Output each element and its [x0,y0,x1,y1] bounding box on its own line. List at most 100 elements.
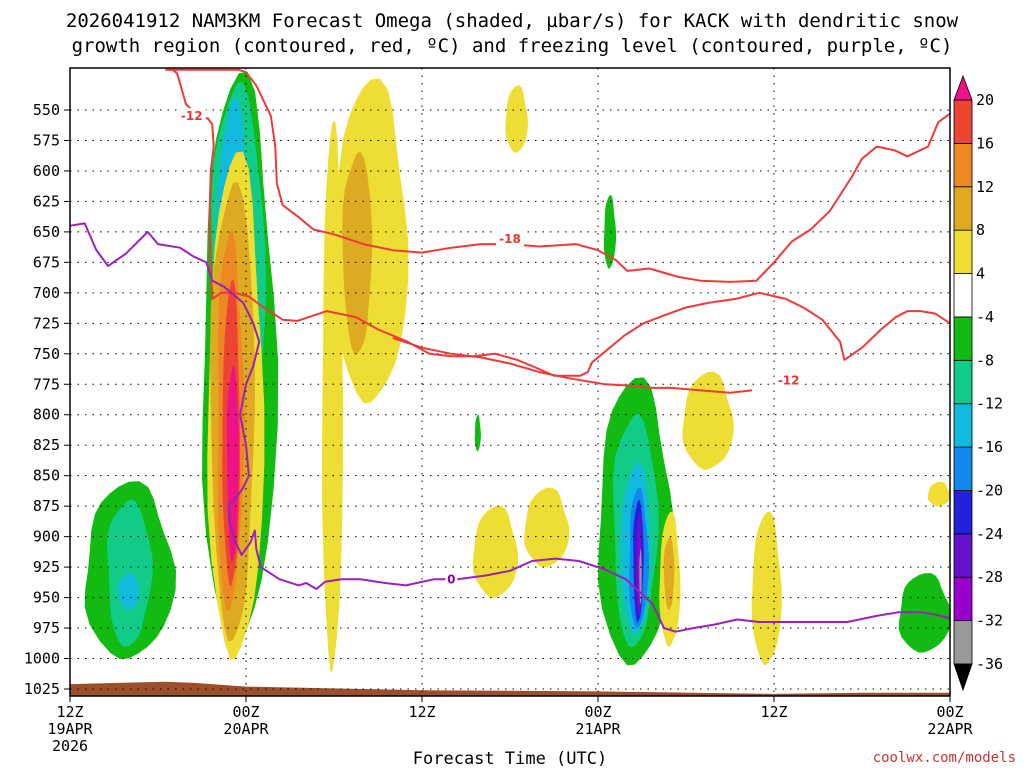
x-axis-label: Forecast Time (UTC) [413,749,607,768]
colorbar-label-4: 4 [976,265,985,283]
y-tick-label-850: 850 [33,467,60,485]
x-tick-label-5-0: 00Z [936,703,963,721]
y-tick-label-675: 675 [33,253,60,271]
omega-level-13-0 [751,511,782,665]
contour-label-1: -12 [778,374,800,388]
contour-label-bg-3 [445,571,458,587]
colorbar-bin-9 [953,273,973,318]
omega-feature-13 [751,511,782,665]
y-tick-label-1025: 1025 [24,680,60,698]
omega-feature-0 [84,481,176,659]
x-tick-label-2-0: 12Z [408,703,435,721]
colorbar-label-5: -4 [976,308,994,326]
contour-label-bg-1 [774,372,803,388]
colorbar-top-triangle [953,74,973,101]
colorbar-bin-5 [953,446,973,491]
colorbar-bin-2 [953,576,973,622]
y-tick-label-650: 650 [33,223,60,241]
omega-feature-4 [322,120,344,673]
colorbar-bin-3 [953,533,973,578]
colorbar-label-13: -36 [976,655,1003,673]
colorbar-label-2: 12 [976,178,994,196]
y-tick-label-875: 875 [33,497,60,515]
x-tick-label-1-1: 20APR [223,720,269,738]
x-tick-label-0-1: 19APR [47,720,93,738]
plot-frame [69,67,951,697]
x-tick-label-3-0: 00Z [584,703,611,721]
colorbar-bin-4 [953,490,973,535]
x-tick-label-4-0: 12Z [760,703,787,721]
omega-feature-12 [682,371,734,470]
y-tick-label-825: 825 [33,436,60,454]
x-tick-label-5-1: 22APR [927,720,973,738]
omega-feature-11 [659,511,681,647]
colorbar-label-6: -8 [976,351,994,369]
omega-level-12-0 [682,371,734,470]
colorbar-bin-1 [953,620,973,665]
grid [70,68,950,696]
omega-level-9-0 [603,195,616,269]
colorbar: 20 16 12 8 4 -4 -8 -12 -16 -20 -24 -28 -32 -36 [953,74,1003,692]
y-tick-label-750: 750 [33,345,60,363]
colorbar-bin-11 [953,186,973,231]
contour-labels: -12 -12 -18 0 [177,108,803,587]
colorbar-label-11: -28 [976,568,1003,586]
colorbar-bin-12 [953,142,973,188]
contour-line-2 [168,68,950,283]
omega-level-7-0 [505,85,528,153]
contour-label-bg-2 [496,231,524,247]
x-tick-label-0-2: 2026 [52,737,88,755]
omega-level-6-0 [524,487,570,568]
y-tick-label-800: 800 [33,406,60,424]
contour-line-0 [165,68,950,377]
credit-text: coolwx.com/models [873,750,1016,766]
y-tick-label-925: 925 [33,558,60,576]
colorbar-label-1: 16 [976,134,994,152]
x-tick-label-1-0: 00Z [232,703,259,721]
x-tick-label-0-0: 12Z [56,703,83,721]
y-tick-label-575: 575 [33,131,60,149]
omega-level-11-1 [663,536,675,610]
colorbar-bin-7 [953,359,973,405]
surface-terrain [70,681,950,696]
contour-label-bg-0 [177,108,206,124]
y-tick-label-950: 950 [33,589,60,607]
contour-line-1 [392,336,753,394]
y-tick-label-550: 550 [33,101,60,119]
y-axis: 550 575 600 625 650 675 700 725 750 775 800 825 850 8… [24,101,70,698]
colorbar-label-7: -12 [976,395,1003,413]
omega-level-0-2 [118,573,139,610]
colorbar-bin-13 [953,99,973,144]
y-tick-label-975: 975 [33,619,60,637]
omega-feature-15 [927,481,950,507]
colorbar-label-9: -20 [976,481,1003,499]
omega-feature-2 [207,151,265,660]
omega-feature-7 [505,85,528,153]
omega-shading [84,71,950,673]
y-tick-label-900: 900 [33,528,60,546]
omega-feature-6 [524,487,570,568]
colorbar-label-10: -24 [976,525,1003,543]
omega-level-15-0 [927,481,950,507]
omega-level-10-7 [639,548,642,604]
terrain-fill [70,681,950,696]
contour-label-3: 0 [447,572,455,586]
colorbar-bin-8 [953,316,973,361]
colorbar-label-8: -16 [976,438,1003,456]
y-tick-label-700: 700 [33,284,60,302]
contour-label-2: -18 [499,232,521,246]
omega-level-4-0 [322,120,344,673]
colorbar-label-3: 8 [976,221,985,239]
chart-title-line2: growth region (contoured, red, ºC) and f… [72,35,953,57]
omega-feature-5 [472,505,518,598]
chart-title-line1: 2026041912 NAM3KM Forecast Omega (shaded… [66,10,959,32]
colorbar-bottom-triangle [953,663,973,692]
y-tick-label-1000: 1000 [24,650,60,668]
omega-feature-8 [474,414,481,452]
colorbar-label-12: -32 [976,612,1003,630]
temperature-contours [70,68,950,633]
colorbar-bin-6 [953,403,973,448]
omega-feature-3 [333,78,409,404]
